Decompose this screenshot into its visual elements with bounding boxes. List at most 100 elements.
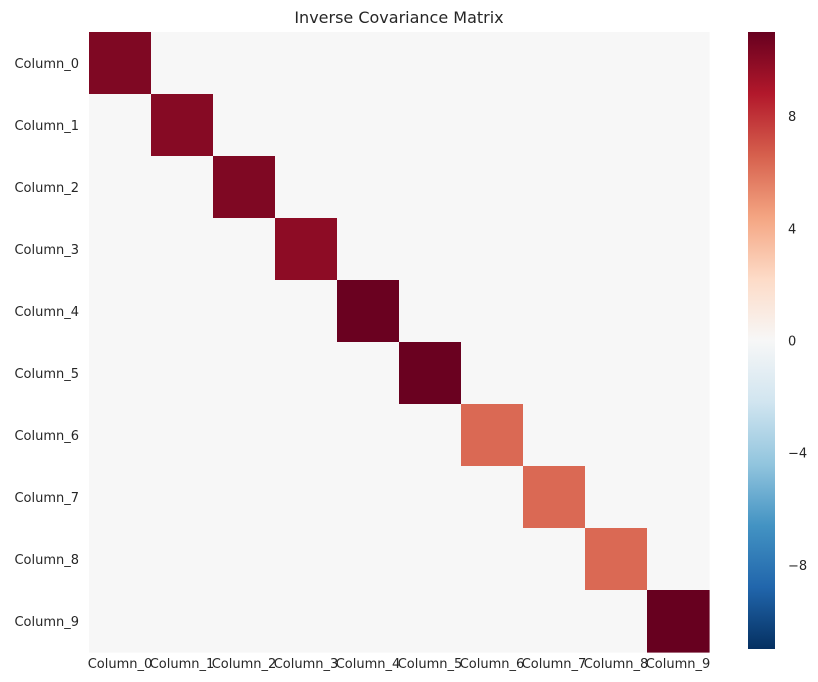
x-tick-label: Column_4 bbox=[336, 657, 401, 672]
colorbar-tick-label: 4 bbox=[788, 222, 796, 237]
y-tick-label: Column_2 bbox=[14, 181, 79, 196]
heatmap-cell bbox=[275, 466, 338, 529]
heatmap-cell bbox=[461, 280, 524, 343]
heatmap-cell bbox=[461, 94, 524, 157]
y-tick-label: Column_6 bbox=[14, 429, 79, 444]
heatmap-cell bbox=[337, 342, 400, 405]
x-tick-labels: Column_0Column_1Column_2Column_3Column_4… bbox=[88, 657, 711, 672]
heatmap-cell bbox=[89, 156, 152, 219]
heatmap-cell bbox=[337, 218, 400, 281]
heatmap-cell bbox=[461, 404, 524, 467]
heatmap-cell bbox=[647, 342, 710, 405]
heatmap-cell bbox=[151, 590, 214, 653]
heatmap-cell bbox=[585, 528, 648, 591]
heatmap-cell bbox=[89, 466, 152, 529]
heatmap-cell bbox=[461, 590, 524, 653]
chart-title: Inverse Covariance Matrix bbox=[294, 8, 503, 27]
x-tick-label: Column_2 bbox=[212, 657, 277, 672]
heatmap-cell bbox=[89, 32, 152, 95]
heatmap-cell bbox=[275, 528, 338, 591]
heatmap-cell bbox=[647, 94, 710, 157]
heatmap-cell bbox=[585, 280, 648, 343]
y-tick-label: Column_5 bbox=[14, 367, 79, 382]
heatmap-cell bbox=[337, 94, 400, 157]
heatmap-cell bbox=[647, 156, 710, 219]
heatmap-cell bbox=[461, 466, 524, 529]
heatmap-cell bbox=[275, 280, 338, 343]
heatmap-cell bbox=[213, 528, 276, 591]
heatmap-cell bbox=[585, 94, 648, 157]
heatmap-cell bbox=[523, 528, 586, 591]
heatmap-cell bbox=[461, 32, 524, 95]
y-tick-label: Column_0 bbox=[14, 57, 79, 72]
heatmap-cell bbox=[585, 404, 648, 467]
y-tick-label: Column_7 bbox=[14, 491, 79, 506]
heatmap-cell bbox=[151, 32, 214, 95]
heatmap-cell bbox=[647, 590, 710, 653]
heatmap-cell bbox=[151, 156, 214, 219]
heatmap-cell bbox=[275, 94, 338, 157]
heatmap-cell bbox=[523, 280, 586, 343]
heatmap-cell bbox=[523, 404, 586, 467]
x-tick-label: Column_3 bbox=[274, 657, 339, 672]
colorbar-tick-label: 0 bbox=[788, 335, 796, 350]
colorbar bbox=[748, 32, 775, 649]
heatmap-cell bbox=[399, 528, 462, 591]
heatmap-cell bbox=[89, 404, 152, 467]
y-tick-labels: Column_0 Column_1 Column_2 Column_3 Column_4… bbox=[14, 57, 79, 630]
colorbar-tick-label: 8 bbox=[788, 110, 796, 125]
heatmap-cell bbox=[647, 218, 710, 281]
heatmap-cell bbox=[275, 590, 338, 653]
colorbar-tick-label: −8 bbox=[788, 559, 807, 574]
heatmap-cells bbox=[89, 32, 710, 653]
heatmap-cell bbox=[647, 404, 710, 467]
y-tick-label: Column_1 bbox=[14, 119, 79, 134]
heatmap-cell bbox=[399, 466, 462, 529]
heatmap-cell bbox=[151, 218, 214, 281]
x-tick-label: Column_9 bbox=[646, 657, 711, 672]
heatmap-cell bbox=[647, 528, 710, 591]
heatmap-cell bbox=[337, 528, 400, 591]
heatmap-cell bbox=[213, 94, 276, 157]
x-tick-label: Column_8 bbox=[584, 657, 649, 672]
heatmap-cell bbox=[89, 94, 152, 157]
x-tick-label: Column_1 bbox=[150, 657, 215, 672]
colorbar-tick-label: −4 bbox=[788, 447, 807, 462]
heatmap-cell bbox=[399, 218, 462, 281]
x-tick-label: Column_7 bbox=[522, 657, 587, 672]
heatmap-cell bbox=[585, 466, 648, 529]
heatmap-cell bbox=[523, 466, 586, 529]
heatmap-cell bbox=[523, 590, 586, 653]
heatmap-cell bbox=[523, 156, 586, 219]
colorbar-tick-labels: −8 −4 0 4 8 bbox=[788, 110, 807, 574]
heatmap-cell bbox=[399, 590, 462, 653]
heatmap-cell bbox=[89, 590, 152, 653]
y-tick-label: Column_8 bbox=[14, 553, 79, 568]
y-tick-label: Column_9 bbox=[14, 615, 79, 630]
heatmap-cell bbox=[399, 280, 462, 343]
heatmap-cell bbox=[585, 590, 648, 653]
heatmap-cell bbox=[523, 32, 586, 95]
heatmap-cell bbox=[585, 156, 648, 219]
x-tick-label: Column_5 bbox=[398, 657, 463, 672]
heatmap-cell bbox=[461, 218, 524, 281]
heatmap-cell bbox=[585, 218, 648, 281]
heatmap-cell bbox=[275, 32, 338, 95]
heatmap-cell bbox=[151, 404, 214, 467]
heatmap-cell bbox=[399, 342, 462, 405]
heatmap-cell bbox=[213, 466, 276, 529]
heatmap-cell bbox=[275, 404, 338, 467]
heatmap-cell bbox=[275, 342, 338, 405]
heatmap-cell bbox=[89, 342, 152, 405]
heatmap-cell bbox=[213, 590, 276, 653]
heatmap-cell bbox=[213, 404, 276, 467]
heatmap-cell bbox=[585, 32, 648, 95]
heatmap-cell bbox=[213, 342, 276, 405]
heatmap-cell bbox=[151, 528, 214, 591]
heatmap-cell bbox=[337, 156, 400, 219]
heatmap-cell bbox=[337, 404, 400, 467]
heatmap-cell bbox=[461, 342, 524, 405]
heatmap-cell bbox=[213, 156, 276, 219]
